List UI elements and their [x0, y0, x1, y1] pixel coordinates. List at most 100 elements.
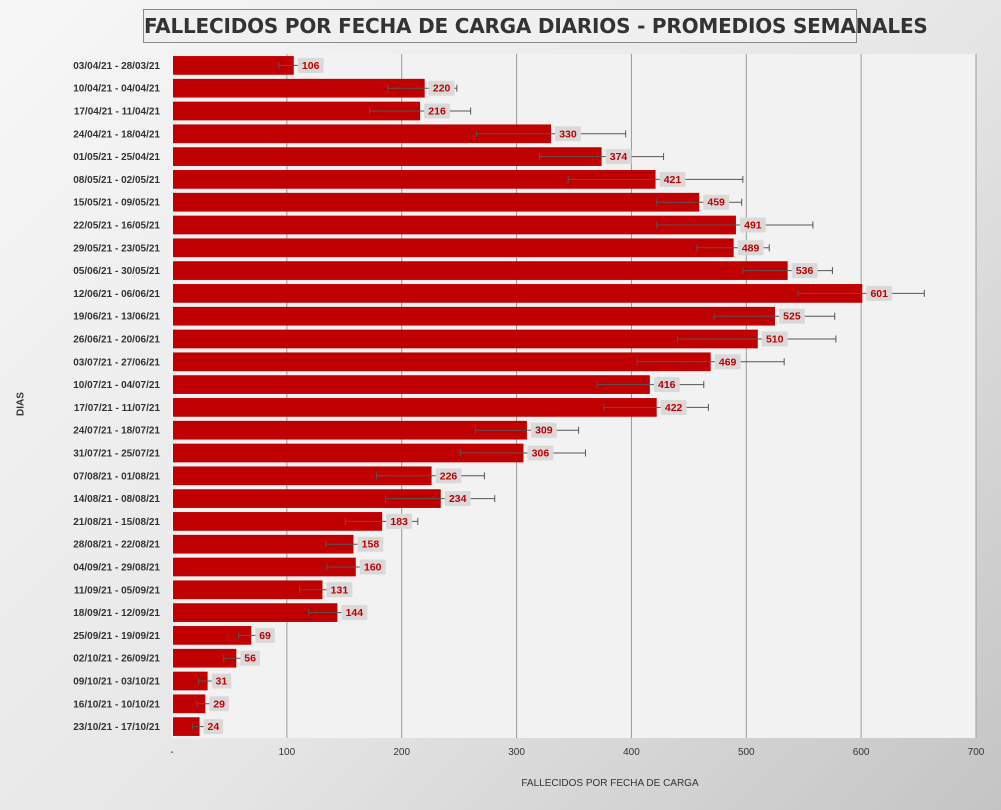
- category-label: 29/05/21 - 23/05/21: [73, 243, 160, 254]
- data-label-bg: [209, 696, 229, 712]
- data-label-bg: [739, 217, 766, 233]
- data-label: 160: [364, 562, 382, 574]
- category-label: 16/10/21 - 10/10/21: [73, 699, 160, 710]
- data-label-bg: [791, 263, 818, 279]
- x-tick-label: 600: [853, 747, 870, 758]
- data-label-bg: [866, 285, 893, 301]
- data-label: 106: [302, 60, 320, 72]
- x-tick-label: 400: [623, 747, 640, 758]
- bar: [173, 170, 656, 189]
- bar: [173, 147, 602, 166]
- category-label: 04/09/21 - 29/08/21: [73, 563, 160, 574]
- category-label: 22/05/21 - 16/05/21: [73, 221, 160, 232]
- x-tick-label: 300: [508, 747, 525, 758]
- category-label: 12/06/21 - 06/06/21: [73, 289, 160, 300]
- y-axis-label: DIAS: [15, 392, 27, 416]
- bar: [173, 329, 758, 349]
- data-label-bg: [659, 171, 686, 187]
- data-label-bg: [297, 57, 324, 73]
- bar: [173, 534, 354, 554]
- bar: [173, 78, 425, 98]
- data-label-bg: [435, 468, 462, 484]
- data-label-bg: [444, 491, 471, 507]
- data-label: 422: [665, 402, 683, 414]
- category-label: 05/06/21 - 30/05/21: [73, 266, 160, 277]
- data-label-bg: [737, 240, 764, 256]
- bar: [173, 101, 421, 121]
- data-label: 330: [559, 128, 577, 140]
- category-label: 07/08/21 - 01/08/21: [73, 471, 160, 482]
- data-label-bg: [527, 445, 554, 461]
- data-label-bg: [255, 627, 275, 643]
- data-label: 536: [796, 265, 814, 277]
- data-label-bg: [761, 331, 788, 347]
- data-label-bg: [424, 103, 450, 119]
- data-label-bg: [341, 605, 368, 621]
- data-label-bg: [240, 650, 260, 666]
- category-label: 15/05/21 - 09/05/21: [73, 198, 160, 209]
- bar: [173, 512, 383, 531]
- category-label: 03/07/21 - 27/06/21: [73, 357, 160, 368]
- data-label: 216: [428, 106, 446, 118]
- data-label-bg: [555, 126, 581, 142]
- category-label: 24/07/21 - 18/07/21: [73, 426, 160, 437]
- data-label: 469: [719, 356, 737, 368]
- data-label-bg: [203, 719, 224, 735]
- bar: [173, 648, 237, 668]
- data-label-bg: [605, 149, 632, 165]
- bar: [173, 352, 711, 372]
- bar: [173, 261, 788, 280]
- data-label: 226: [440, 470, 458, 482]
- category-label: 09/10/21 - 03/10/21: [73, 677, 160, 688]
- data-label-bg: [428, 80, 455, 96]
- x-tick-label: -: [170, 747, 173, 758]
- category-label: 19/06/21 - 13/06/21: [73, 312, 160, 323]
- category-label: 14/08/21 - 08/08/21: [73, 494, 160, 505]
- bar: [173, 717, 200, 736]
- category-label: 11/09/21 - 05/09/21: [74, 585, 161, 596]
- data-label-bg: [530, 422, 557, 438]
- x-axis-label: FALLECIDOS POR FECHA DE CARGA: [521, 778, 699, 789]
- data-label: 234: [449, 493, 467, 505]
- data-label: 220: [433, 83, 451, 95]
- category-label: 25/09/21 - 19/09/21: [73, 631, 160, 642]
- data-label-bg: [386, 513, 413, 529]
- data-label: 306: [532, 448, 550, 460]
- data-label: 144: [346, 607, 364, 619]
- category-label: 24/04/21 - 18/04/21: [73, 129, 160, 140]
- data-label-bg: [653, 377, 680, 393]
- x-tick-label: 700: [968, 747, 985, 758]
- category-label: 23/10/21 - 17/10/21: [73, 722, 160, 733]
- bar: [173, 192, 700, 212]
- bar: [173, 238, 734, 258]
- category-label: 17/07/21 - 11/07/21: [74, 403, 161, 414]
- category-label: 31/07/21 - 25/07/21: [73, 449, 160, 460]
- data-label: 491: [744, 220, 762, 232]
- category-label: 28/08/21 - 22/08/21: [73, 540, 160, 551]
- bar: [173, 375, 650, 394]
- data-label-bg: [660, 399, 687, 415]
- category-label: 02/10/21 - 26/09/21: [73, 654, 160, 665]
- data-label: 601: [870, 288, 888, 300]
- category-label: 18/09/21 - 12/09/21: [73, 608, 160, 619]
- data-label: 158: [362, 539, 380, 551]
- data-label-bg: [779, 308, 805, 324]
- category-label: 17/04/21 - 11/04/21: [74, 107, 161, 118]
- data-label: 31: [216, 676, 228, 688]
- data-label: 489: [742, 242, 760, 254]
- bar: [173, 284, 863, 303]
- data-label: 131: [331, 584, 349, 596]
- bar: [173, 489, 441, 508]
- bar: [173, 466, 432, 486]
- chart-title: FALLECIDOS POR FECHA DE CARGA DIARIOS - …: [143, 9, 928, 43]
- category-label: 01/05/21 - 25/04/21: [73, 152, 160, 163]
- data-label-bg: [714, 354, 741, 370]
- bar: [173, 557, 356, 577]
- category-label: 08/05/21 - 02/05/21: [73, 175, 160, 186]
- data-label: 24: [208, 721, 220, 733]
- data-label-bg: [359, 559, 386, 575]
- data-label: 56: [244, 653, 256, 665]
- category-label: 10/07/21 - 04/07/21: [73, 380, 160, 391]
- data-label-bg: [211, 673, 232, 689]
